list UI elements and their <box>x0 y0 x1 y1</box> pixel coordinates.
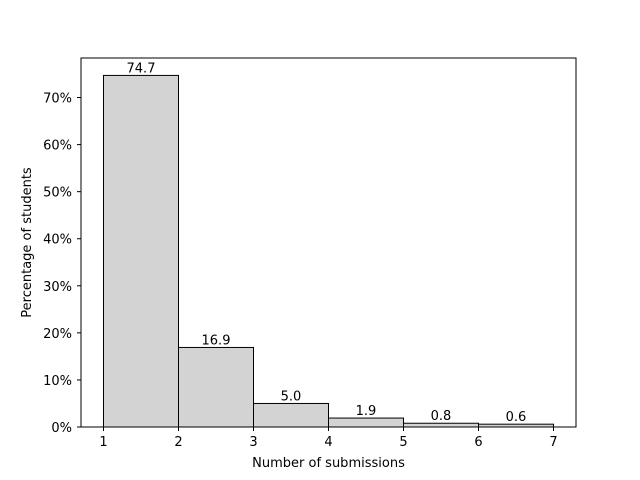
x-tick-label-7: 7 <box>549 435 557 450</box>
y-tick-label-50: 50% <box>43 186 72 201</box>
y-tick-label-70: 70% <box>43 92 72 107</box>
y-axis: 0% 10% 20% 30% 40% 50% 60% 70% <box>43 92 81 436</box>
histogram-bar-2 <box>178 346 254 428</box>
bar-value-label-2: 16.9 <box>202 333 231 348</box>
x-tick-label-6: 6 <box>474 435 482 450</box>
histogram-bar-1 <box>103 74 179 428</box>
y-tick-label-10: 10% <box>43 374 72 389</box>
bars-group <box>103 74 554 428</box>
bar-labels-group: 74.7 16.9 5.0 1.9 0.8 0.6 <box>127 61 527 425</box>
x-axis-label: Number of submissions <box>252 456 405 471</box>
bar-value-label-5: 0.8 <box>431 409 452 424</box>
y-tick-label-40: 40% <box>43 233 72 248</box>
histogram-bar-3 <box>253 402 329 428</box>
histogram-bar-4 <box>328 417 404 428</box>
y-tick-label-0: 0% <box>51 421 72 436</box>
bar-value-label-4: 1.9 <box>356 404 377 419</box>
y-tick-label-30: 30% <box>43 280 72 295</box>
x-tick-label-5: 5 <box>399 435 407 450</box>
x-tick-label-4: 4 <box>324 435 332 450</box>
x-tick-label-2: 2 <box>174 435 182 450</box>
x-axis: 1 2 3 4 5 6 7 <box>99 427 558 450</box>
x-tick-label-3: 3 <box>249 435 257 450</box>
bar-value-label-6: 0.6 <box>506 410 527 425</box>
bar-value-label-3: 5.0 <box>281 389 302 404</box>
y-tick-label-60: 60% <box>43 139 72 154</box>
y-tick-label-20: 20% <box>43 327 72 342</box>
y-axis-label: Percentage of students <box>20 167 35 318</box>
bar-value-label-1: 74.7 <box>127 61 156 76</box>
x-tick-label-1: 1 <box>99 435 107 450</box>
